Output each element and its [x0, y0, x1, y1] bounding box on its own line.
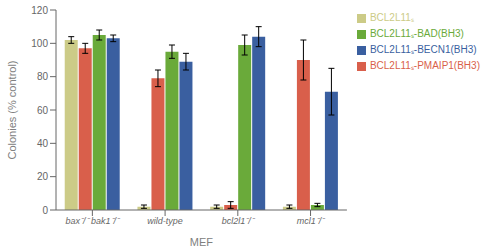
svg-text:80: 80: [37, 71, 49, 82]
html-text:BCL2L11ₛ: BCL2L11ₛ: [369, 12, 414, 23]
svg-text:Colonies (% control): Colonies (% control): [8, 60, 18, 159]
svg-text:40: 40: [37, 138, 49, 149]
svg-text:MEF: MEF: [190, 236, 214, 248]
svg-text:20: 20: [37, 171, 49, 182]
svg-text:120: 120: [31, 5, 48, 16]
svg-text:0: 0: [42, 205, 48, 216]
html-text:BCL2L11ₛ-BECN1(BH3): BCL2L11ₛ-BECN1(BH3): [369, 44, 477, 55]
svg-text:bax⁻/⁻ bak1⁻/⁻: bax⁻/⁻ bak1⁻/⁻: [66, 216, 122, 226]
svg-text:100: 100: [31, 38, 48, 49]
svg-text:mcl1⁻/⁻: mcl1⁻/⁻: [297, 216, 327, 226]
html-text:BCL2L11ₛ-BAD(BH3): BCL2L11ₛ-BAD(BH3): [369, 28, 464, 39]
svg-text:bcl2l1⁻/⁻: bcl2l1⁻/⁻: [222, 216, 256, 226]
svg-text:60: 60: [37, 105, 49, 116]
svg-text:wild-type: wild-type: [147, 216, 183, 226]
html-text:BCL2L11ₛ-PMAIP1(BH3): BCL2L11ₛ-PMAIP1(BH3): [369, 60, 480, 71]
